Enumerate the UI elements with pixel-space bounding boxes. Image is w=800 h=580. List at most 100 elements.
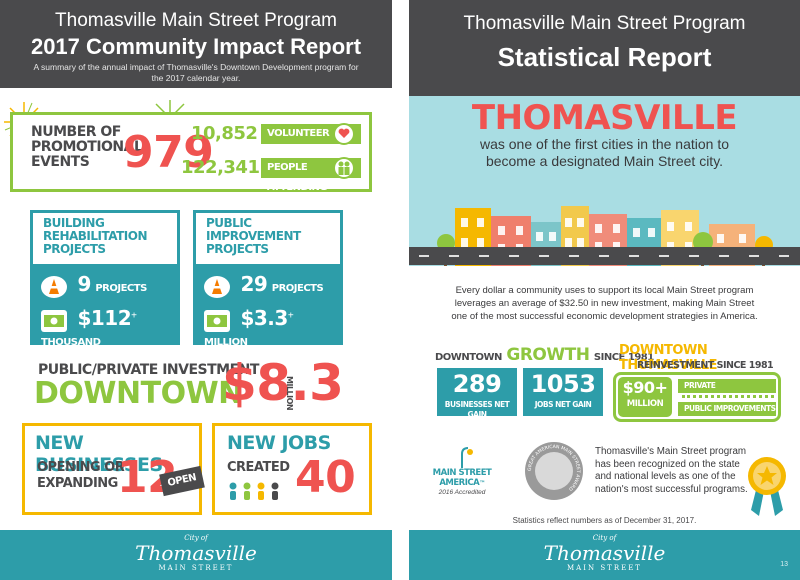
jobs-sub: CREATED (227, 460, 290, 475)
jobs-heading: NEW JOBS (227, 432, 331, 454)
public-heading-line: PROJECTS (206, 242, 269, 256)
building-projects-label: PROJECTS (95, 283, 147, 294)
investment-label: PUBLIC/PRIVATE INVESTMENT (38, 362, 259, 378)
heart-hand-icon (333, 123, 355, 145)
building-stats: 9 PROJECTS $112+ THOUSAND (33, 264, 177, 348)
impact-report-header: Thomasville Main Street Program 2017 Com… (0, 0, 392, 88)
public-stats: 29 PROJECTS $3.3+ MILLION (196, 264, 340, 348)
building-heading-line: REHABILITATION (43, 229, 148, 243)
building-amount-label: THOUSAND (41, 336, 101, 348)
banner-text: was one of the first cities in the natio… (409, 136, 800, 170)
jobs-net-label: JOBS NET GAIN (534, 400, 592, 409)
businesses-heading: NEW BUSINESSES (35, 432, 163, 476)
public-projects-panel: PUBLIC IMPROVEMENT PROJECTS 29 PROJECTS … (193, 210, 343, 348)
logo-name: Thomasville (135, 541, 257, 565)
events-panel: NUMBER OF PROMOTIONAL EVENTS 979 10,852 … (10, 112, 372, 193)
cone-icon (41, 275, 67, 298)
report-title: Statistical Report (497, 42, 712, 72)
page-gutter (392, 0, 409, 580)
public-amount-row: $3.3+ MILLION (204, 306, 340, 348)
banner-city: THOMASVILLE (471, 98, 738, 138)
paragraph-line: leverages an average of $32.50 in new in… (454, 298, 755, 309)
page-number: 13 (780, 561, 788, 568)
events-value: 979 (123, 127, 214, 178)
public-amount-label: MILLION (204, 336, 248, 348)
downtown-illustration: THOMASVILLE was one of the first cities … (409, 96, 800, 266)
building-heading-line: BUILDING (43, 216, 105, 230)
businesses-net-value: 289 (452, 370, 502, 398)
logo-name: Thomasville (543, 541, 666, 565)
paragraph-line: Every dollar a community uses to support… (455, 285, 754, 296)
businesses-net-label: BUSINESSES NET GAIN (444, 400, 510, 419)
investment-unit: MILLION (285, 376, 294, 411)
reinvestment-title: DOWNTOWN THOMASVILLE (619, 343, 718, 373)
jobs-net-gain: 1053 JOBS NET GAIN (523, 368, 603, 416)
recognition-line: has been recognized on the state (595, 458, 740, 470)
building-heading: BUILDING REHABILITATION PROJECTS (43, 216, 148, 256)
recognition-line: Thomasville's Main Street program (595, 446, 747, 457)
dotted-divider (682, 395, 774, 399)
main-street-america-logo: MAIN STREET AMERICA™ 2016 Accredited (427, 446, 497, 506)
program-title: Thomasville Main Street Program (55, 10, 337, 31)
events-label-line: EVENTS (31, 154, 90, 170)
msa-trademark: ™ (479, 480, 485, 487)
right-footer: City of Thomasville MAIN STREET 13 (409, 530, 800, 580)
banner-line: become a designated Main Street city. (485, 153, 724, 169)
logo-city: City of (592, 534, 617, 542)
public-heading-line: PUBLIC (206, 216, 252, 230)
msa-accredited: 2016 Accredited (438, 489, 486, 496)
public-amount-value: $3.3 (240, 306, 288, 330)
volunteer-value: 10,852 (191, 123, 258, 144)
events-label-line: PROMOTIONAL (31, 139, 143, 155)
businesses-sub: OPENING OR EXPANDING (37, 460, 125, 492)
growth-suffix: SINCE 1981 (593, 352, 654, 363)
public-projects-label: PROJECTS (271, 283, 324, 294)
building-amount-value: $112 (77, 306, 132, 330)
recognition-text: Thomasville's Main Street program has be… (595, 446, 748, 496)
reinvestment-amount: $90+ MILLION (618, 377, 672, 417)
recognition-line: and national levels as one of the (595, 471, 736, 482)
events-label: NUMBER OF PROMOTIONAL EVENTS (31, 124, 143, 170)
report-title: 2017 Community Impact Report (30, 34, 362, 59)
money-icon (41, 309, 67, 332)
logo-main-street: MAIN STREET (158, 564, 234, 572)
thomasville-logo: City of Thomasville MAIN STREET (409, 534, 800, 572)
reinvestment-subtitle: REINVESTMENT SINCE 1981 (637, 360, 774, 371)
lamp-icon (461, 447, 473, 468)
paragraph-line: one of the most successful economic deve… (451, 311, 758, 322)
award-center (535, 452, 573, 490)
great-american-award-badge: GREAT AMERICAN MAIN STREET AWARD (525, 442, 583, 500)
svg-text:GREAT AMERICAN MAIN STREET AWA: GREAT AMERICAN MAIN STREET AWARD (527, 444, 581, 492)
statistical-report-header: Thomasville Main Street Program Statisti… (409, 0, 800, 96)
building-projects-row: 9 PROJECTS (41, 272, 147, 300)
businesses-sub-line: EXPANDING (37, 476, 118, 491)
businesses-net-gain: 289 BUSINESSES NET GAIN (437, 368, 517, 419)
msa-line: AMERICA (439, 478, 480, 488)
public-projects-value: 29 (240, 272, 268, 296)
building-projects-value: 9 (77, 272, 91, 296)
logo-city: City of (184, 534, 208, 542)
new-jobs-panel: NEW JOBS CREATED 40 (212, 423, 372, 515)
workers-icon (229, 482, 279, 500)
program-title: Thomasville Main Street Program (463, 13, 746, 34)
private-improvements: PRIVATE IMPROVEMENTS (678, 379, 776, 404)
new-businesses-panel: NEW BUSINESSES OPENING OR EXPANDING 12 O… (22, 423, 205, 515)
growth-prefix: DOWNTOWN (435, 352, 502, 363)
businesses-sub-line: OPENING OR (37, 460, 125, 475)
building-heading-line: PROJECTS (43, 242, 106, 256)
growth-word: GROWTH (506, 345, 590, 365)
public-heading: PUBLIC IMPROVEMENT PROJECTS (206, 217, 301, 256)
jobs-value: 40 (295, 452, 356, 503)
recognition-line: nation's most successful programs. (595, 483, 748, 495)
msa-line: MAIN STREET (432, 468, 492, 478)
investment-paragraph: Every dollar a community uses to support… (419, 284, 790, 323)
award-ring-text: GREAT AMERICAN MAIN STREET AWARD (527, 444, 581, 492)
reinvestment-value: $90+ (622, 378, 668, 397)
reinvestment-panel: $90+ MILLION PRIVATE IMPROVEMENTS PUBLIC… (613, 372, 781, 422)
growth-heading: DOWNTOWN GROWTH SINCE 1981 (435, 345, 654, 365)
logo-main-street: MAIN STREET (567, 564, 642, 572)
building-amount-row: $112+ THOUSAND (41, 306, 177, 348)
impact-report-page: Thomasville Main Street Program 2017 Com… (0, 0, 392, 580)
events-label-line: NUMBER OF (31, 124, 121, 140)
investment-place: DOWNTOWN (34, 376, 243, 411)
